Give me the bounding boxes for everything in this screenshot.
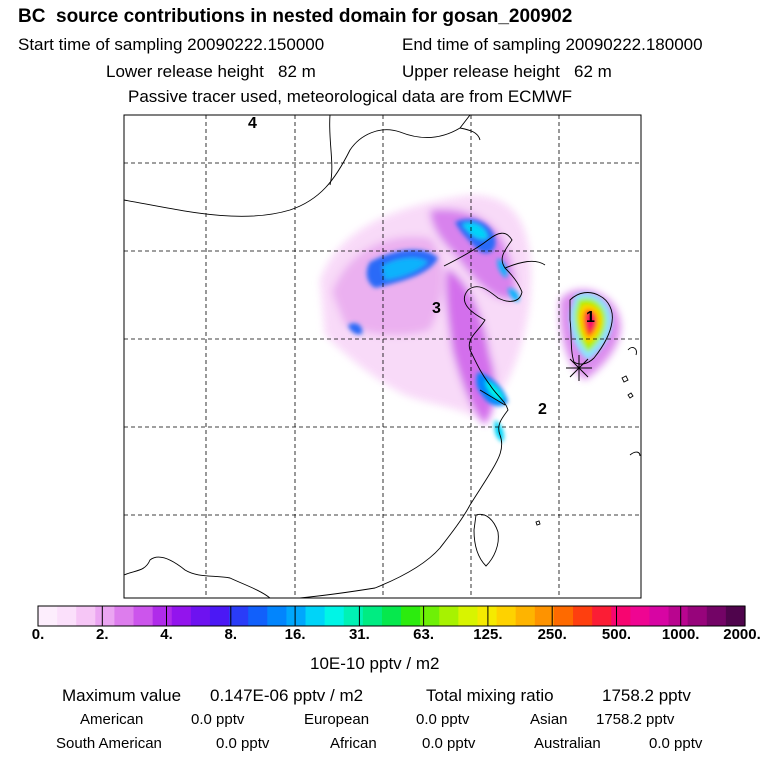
colorbar-swatch <box>38 606 58 626</box>
colorbar-swatch <box>401 606 421 626</box>
colorbar-swatch <box>343 606 364 626</box>
tick-label: 2000. <box>723 626 761 643</box>
colorbar-swatch <box>76 606 96 626</box>
colorbar-swatch <box>381 606 402 626</box>
colorbar-swatch <box>611 606 631 626</box>
tick-label: 125. <box>473 626 503 643</box>
total-mixing-value: 1758.2 pptv <box>602 686 691 705</box>
region-value: 1758.2 pptv <box>596 711 675 728</box>
colorbar-swatch <box>706 606 727 626</box>
colorbar-frame <box>37 605 746 627</box>
colorbar-swatch <box>305 606 326 626</box>
upper-release-height: Upper release height 62 m <box>402 62 612 81</box>
colorbar-swatch <box>687 606 708 626</box>
end-time-label: End time of sampling 20090222.180000 <box>402 35 703 54</box>
colorbar-swatch <box>171 606 192 626</box>
region-name: South American <box>56 735 162 752</box>
tick-label: 1000. <box>661 626 700 643</box>
colorbar-swatch <box>57 606 77 626</box>
colorbar-swatch <box>209 606 230 626</box>
colorbar-swatch <box>534 606 555 626</box>
tracer-note: Passive tracer used, meteorological data… <box>128 87 573 106</box>
concentration-field <box>320 195 621 442</box>
region-name: Australian <box>534 735 601 752</box>
max-value: 0.147E-06 pptv / m2 <box>210 686 364 705</box>
colorbar-swatch <box>362 606 383 626</box>
colorbar <box>38 606 746 626</box>
colorbar-swatch <box>420 606 440 626</box>
colorbar-swatch <box>668 606 689 626</box>
tick-label: 250. <box>537 626 567 643</box>
start-time-label: Start time of sampling 20090222.150000 <box>18 35 325 54</box>
region-name: American <box>80 711 144 728</box>
track-segment <box>479 389 506 406</box>
colorbar-swatch <box>630 606 651 626</box>
tick-label: 31. <box>348 626 370 643</box>
region-label-3: 3 <box>432 300 441 317</box>
region-value: 0.0 pptv <box>216 735 270 752</box>
region-value: 0.0 pptv <box>649 735 703 752</box>
colorbar-swatch <box>324 606 345 626</box>
colorbar-swatch <box>133 606 154 626</box>
region-name: African <box>330 735 377 752</box>
tick-label: 4. <box>160 626 173 643</box>
tick-label: 2. <box>96 626 109 643</box>
region-value: 0.0 pptv <box>416 711 470 728</box>
colorbar-swatch <box>496 606 517 626</box>
colorbar-tick-marks <box>101 606 682 626</box>
lower-release-height: Lower release height 82 m <box>106 62 316 81</box>
tick-label: 8. <box>224 626 238 643</box>
region-value: 0.0 pptv <box>191 711 245 728</box>
colorbar-swatch <box>477 606 498 626</box>
colorbar-swatch <box>649 606 670 626</box>
region-name: European <box>304 711 370 728</box>
tick-label: 63. <box>413 626 435 643</box>
total-mixing-label: Total mixing ratio <box>426 686 554 705</box>
colorbar-swatch <box>515 606 536 626</box>
region-label-1: 1 <box>586 309 595 326</box>
colorbar-swatch <box>95 606 116 626</box>
region-value: 0.0 pptv <box>422 735 476 752</box>
colorbar-swatch <box>553 606 574 626</box>
colorbar-swatch <box>229 606 249 626</box>
map-frame <box>123 114 642 599</box>
colorbar-swatch <box>248 606 268 626</box>
tick-label: 0. <box>31 626 45 643</box>
colorbar-swatch <box>439 606 459 626</box>
colorbar-swatch <box>286 606 307 626</box>
tick-label: 500. <box>601 626 632 643</box>
colorbar-swatch <box>152 606 173 626</box>
max-value-label: Maximum value <box>62 686 182 705</box>
gridlines <box>124 115 641 598</box>
colorbar-swatch <box>573 606 593 626</box>
receptor-marker <box>566 355 592 381</box>
region-label-4: 4 <box>248 115 257 132</box>
plot-title: BC source contributions in nested domain… <box>18 6 573 27</box>
region-label-2: 2 <box>538 401 547 418</box>
tick-label: 16. <box>284 626 306 643</box>
region-name: Asian <box>530 711 568 728</box>
colorbar-swatch <box>592 606 612 626</box>
coastlines <box>124 115 641 598</box>
colorbar-unit: 10E-10 pptv / m2 <box>310 654 440 673</box>
colorbar-swatch <box>458 606 479 626</box>
colorbar-swatch <box>267 606 288 626</box>
colorbar-swatch <box>114 606 135 626</box>
colorbar-swatch <box>725 606 746 626</box>
colorbar-swatch <box>190 606 211 626</box>
